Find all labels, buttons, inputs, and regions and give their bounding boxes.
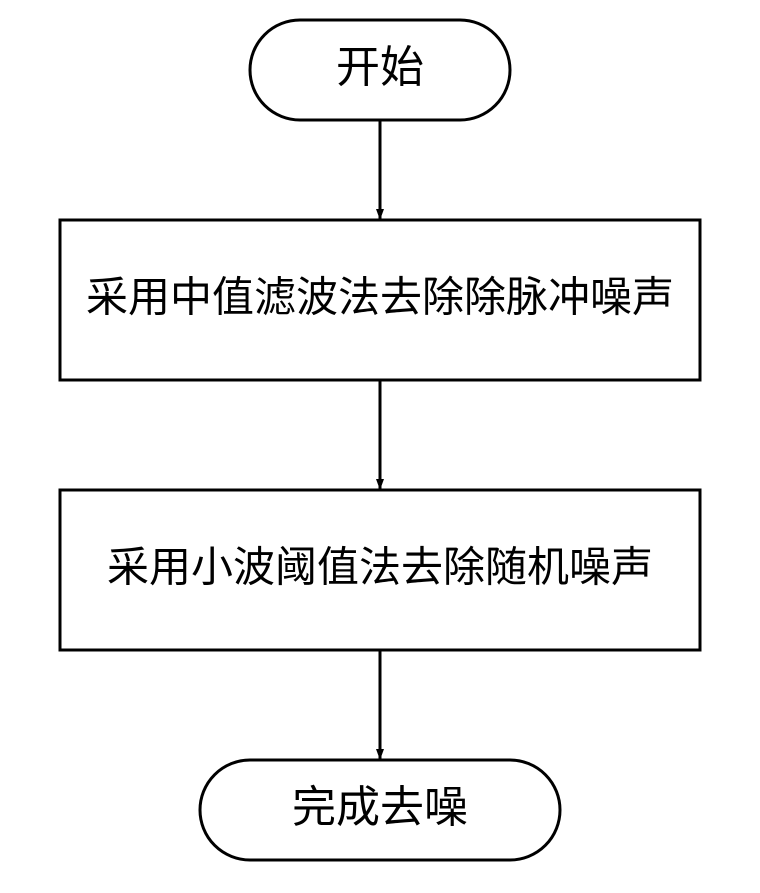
flow-node-label-step2: 采用小波阈值法去除随机噪声 — [107, 545, 653, 592]
flow-node-start: 开始 — [250, 20, 510, 120]
flow-node-step2: 采用小波阈值法去除随机噪声 — [60, 490, 700, 650]
flow-node-label-end: 完成去噪 — [292, 783, 468, 832]
flow-node-step1: 采用中值滤波法去除除脉冲噪声 — [60, 220, 700, 380]
flow-node-label-start: 开始 — [336, 43, 424, 92]
flow-node-label-step1: 采用中值滤波法去除除脉冲噪声 — [86, 275, 674, 322]
flowchart-svg: 开始采用中值滤波法去除除脉冲噪声采用小波阈值法去除随机噪声完成去噪 — [0, 0, 760, 893]
flow-node-end: 完成去噪 — [200, 760, 560, 860]
